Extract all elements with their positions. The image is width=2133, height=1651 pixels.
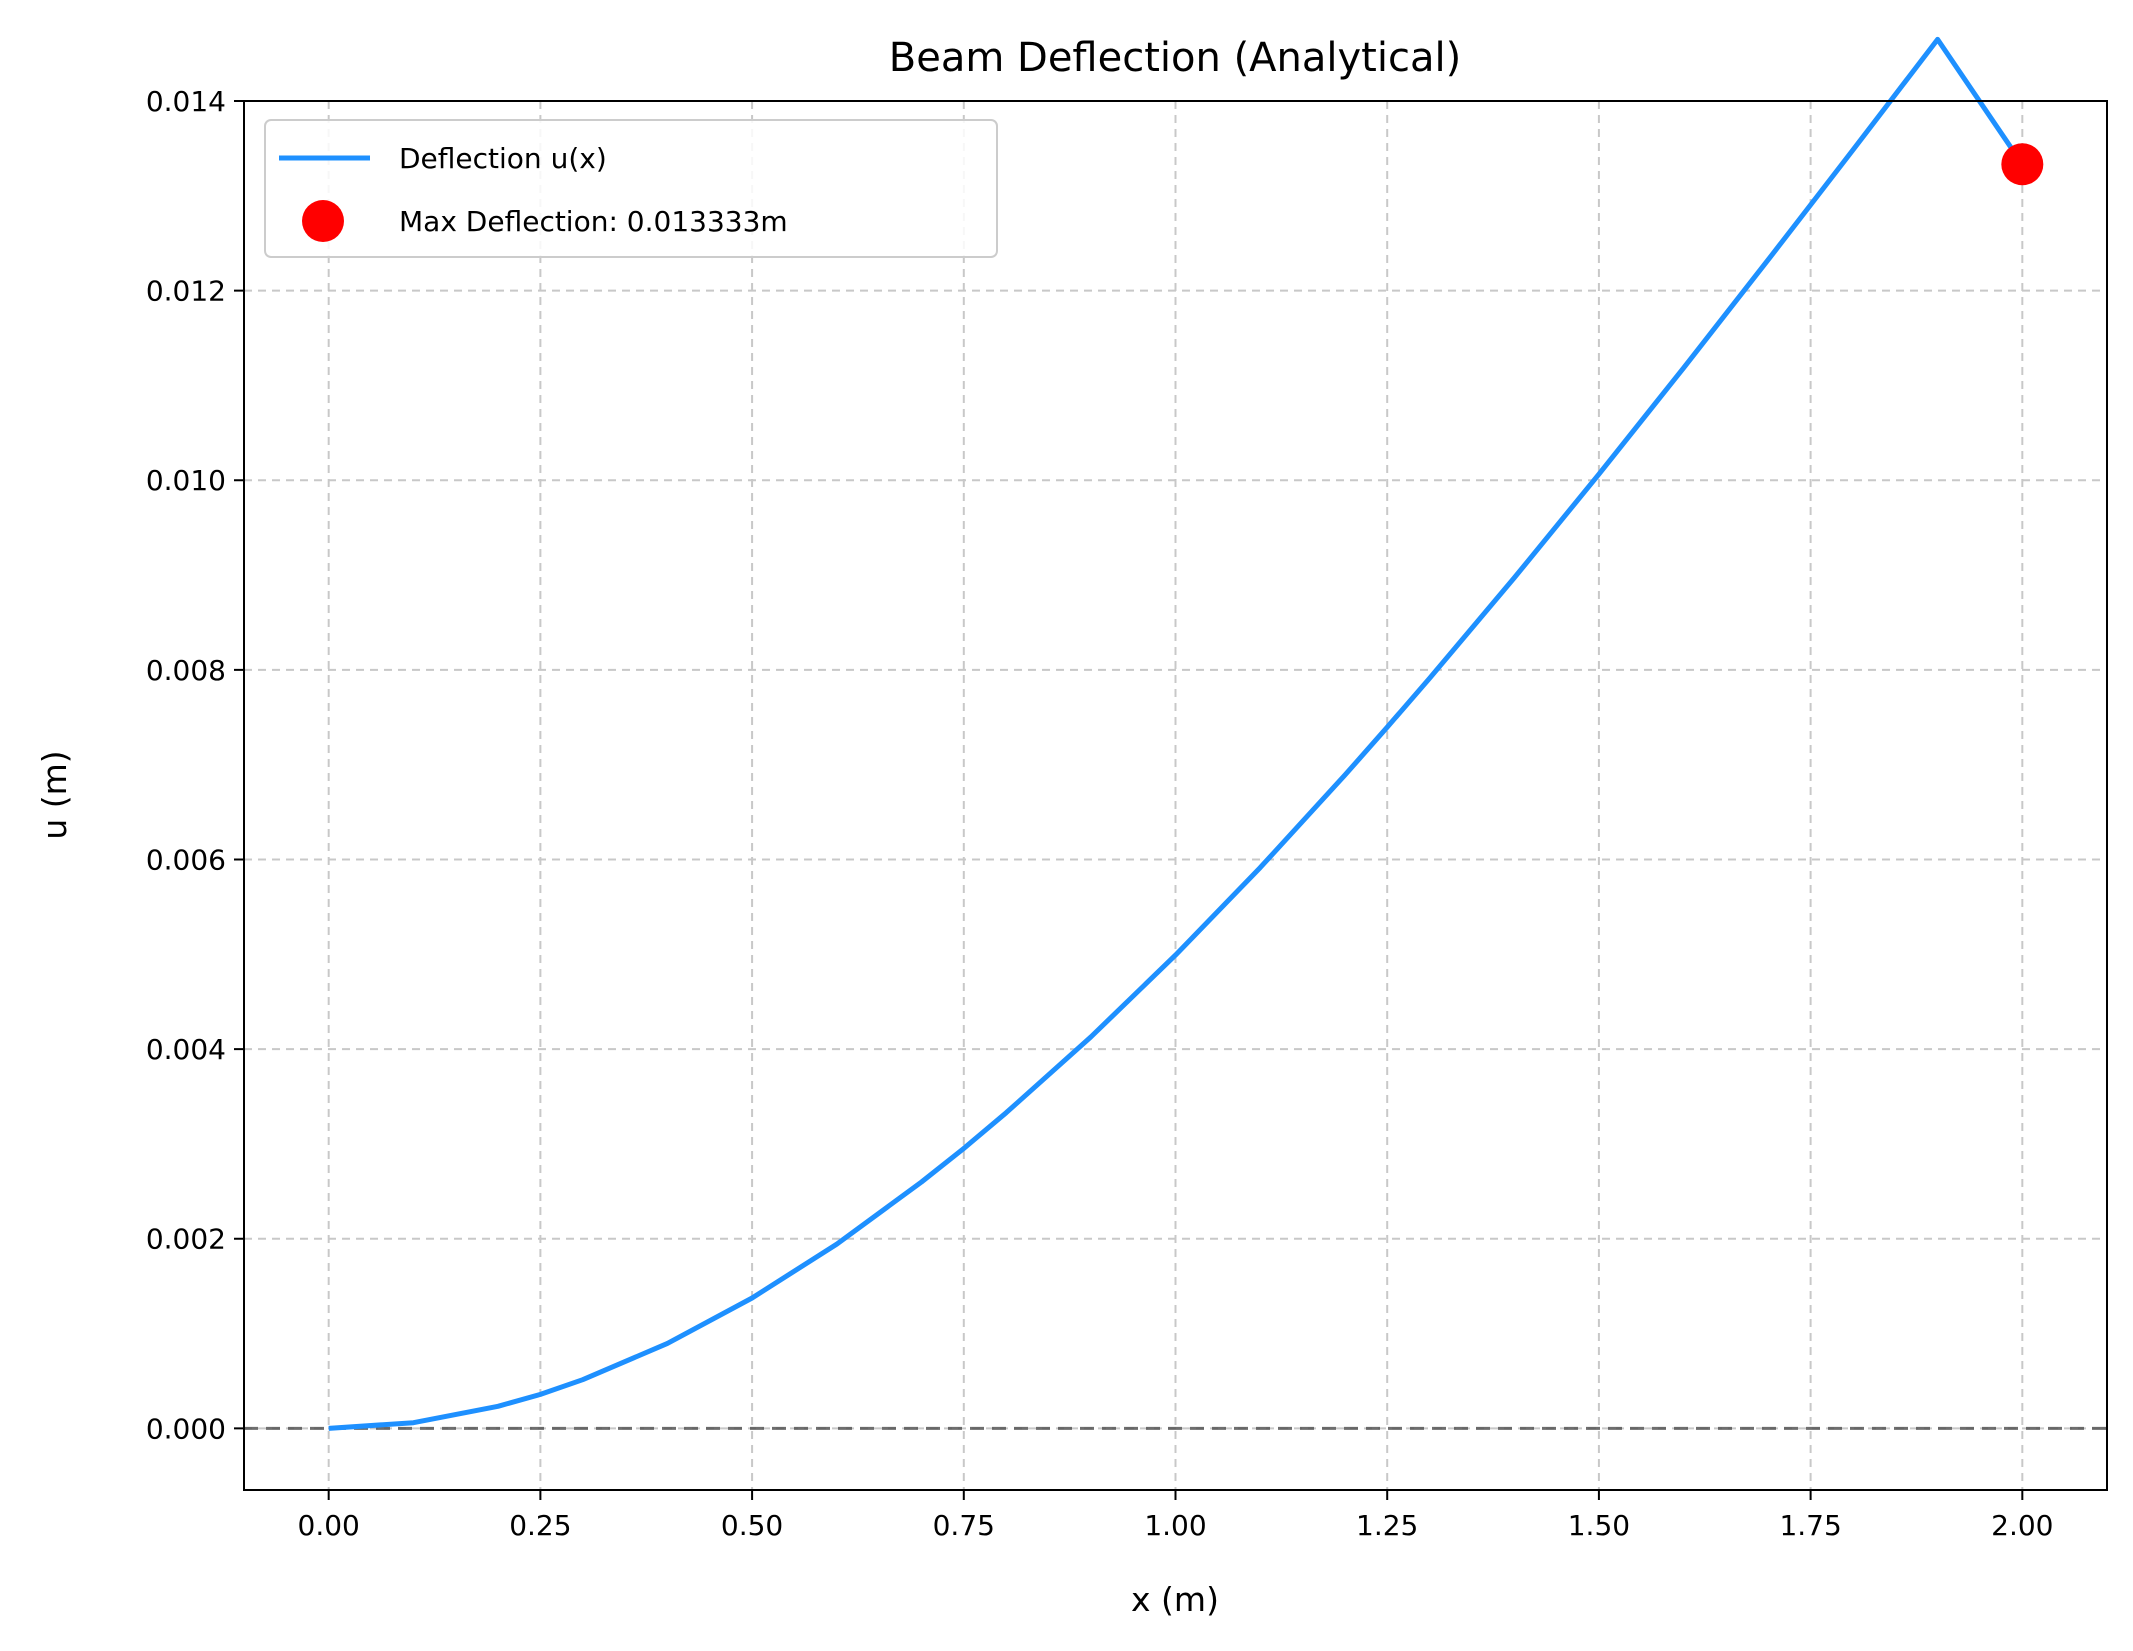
y-tick-label: 0.002 — [146, 1223, 226, 1256]
legend-label: Max Deflection: 0.013333m — [399, 205, 788, 238]
y-tick-label: 0.004 — [146, 1033, 226, 1066]
x-tick-label: 0.00 — [298, 1509, 360, 1542]
y-tick-label: 0.006 — [146, 843, 226, 876]
x-tick-label: 0.75 — [933, 1509, 995, 1542]
y-tick-label: 0.010 — [146, 464, 226, 497]
y-tick-label: 0.014 — [146, 85, 226, 118]
x-axis-label: x (m) — [1131, 1580, 1219, 1619]
x-tick-label: 1.75 — [1779, 1509, 1841, 1542]
legend-box — [264, 119, 998, 258]
x-tick-label: 1.25 — [1356, 1509, 1418, 1542]
y-tick-label: 0.000 — [146, 1412, 226, 1445]
x-tick-label: 1.00 — [1144, 1509, 1206, 1542]
deflection-line — [328, 36, 2025, 1431]
x-tick-label: 1.50 — [1568, 1509, 1630, 1542]
chart-title: Beam Deflection (Analytical) — [889, 35, 1461, 81]
x-tick-label: 0.25 — [509, 1509, 571, 1542]
y-tick-label: 0.008 — [146, 654, 226, 687]
max-deflection-point — [2001, 143, 2044, 186]
y-tick-label: 0.012 — [146, 275, 226, 308]
x-tick-label: 2.00 — [1991, 1509, 2053, 1542]
series-layer — [328, 36, 2044, 1431]
y-axis-label: u (m) — [35, 750, 74, 839]
legend-marker-swatch — [302, 200, 344, 242]
legend: Deflection u(x) Max Deflection: 0.013333m — [264, 119, 998, 258]
y-axis-ticks: 0.000 0.002 0.004 0.006 0.008 0.010 0.012 0.014 — [146, 85, 244, 1445]
legend-label: Deflection u(x) — [399, 142, 607, 175]
x-axis-ticks: 0.00 0.25 0.50 0.75 1.00 1.25 1.50 1.75 2.00 — [298, 1490, 2053, 1542]
x-tick-label: 0.50 — [721, 1509, 783, 1542]
